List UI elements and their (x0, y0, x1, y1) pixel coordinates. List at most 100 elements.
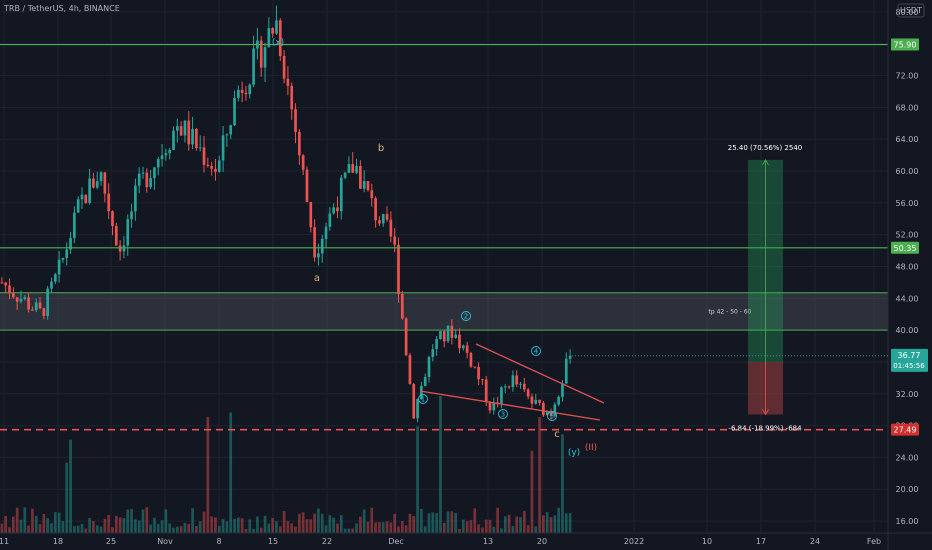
candle-body (366, 181, 370, 191)
candle-body (347, 164, 351, 173)
volume-bar (454, 512, 458, 533)
volume-bar (38, 524, 42, 533)
volume-bar (538, 417, 541, 533)
volume-bar (122, 518, 126, 533)
candle-body (324, 226, 328, 239)
candle-body (465, 345, 469, 353)
candle-body (545, 411, 549, 416)
volume-bar (114, 515, 118, 533)
candle-body (31, 309, 34, 311)
candle-body (271, 28, 274, 34)
volume-bar (389, 522, 393, 533)
candle-body (298, 131, 301, 156)
volume-bar (385, 521, 389, 533)
candle-body (317, 253, 320, 258)
volume-bar (313, 513, 316, 533)
candle-body (553, 404, 557, 416)
candle-body (206, 164, 210, 166)
volume-bar (256, 516, 259, 533)
volume-bar (210, 516, 213, 533)
candle-body (370, 190, 374, 199)
candle-body (53, 274, 57, 282)
grid-lines (0, 0, 888, 533)
volume-bar (233, 518, 236, 533)
candle-body (435, 339, 438, 350)
volume-bar (153, 517, 156, 533)
candle-body (515, 375, 519, 385)
candle-body (381, 214, 385, 224)
zone-note: tp 42 - 50 - 60 (709, 308, 752, 315)
volume-bar (92, 521, 95, 533)
candle-body (92, 178, 95, 188)
candle-body (160, 155, 164, 160)
candle-body (65, 249, 69, 258)
target-zone: tp 42 - 50 - 60 (0, 292, 888, 331)
x-tick-label: 17 (756, 537, 766, 546)
candle-body (294, 109, 297, 132)
candle-body (111, 211, 114, 226)
candle-body (549, 411, 553, 416)
wave-circle (531, 346, 541, 356)
y-tick-label: 52.00 (896, 231, 919, 240)
volume-bar (320, 513, 324, 533)
volume-bar (519, 517, 522, 533)
candle-body (149, 178, 152, 188)
x-tick-label: 25 (106, 537, 116, 546)
volume-bar (481, 527, 484, 533)
wave-label-w2: 2 (464, 313, 468, 321)
wave-label-y: (y) (568, 448, 580, 458)
candle-body (511, 375, 515, 388)
candle-body (73, 212, 76, 238)
candle-body (145, 172, 149, 188)
volume-bar (564, 513, 568, 533)
candle-body (195, 128, 198, 149)
position-tool[interactable]: 25.40 (70.56%) 2540 -6.84 (-18.99%) -684 (728, 144, 802, 433)
candle-body (134, 185, 137, 212)
volume-bar (229, 412, 233, 533)
y-tick-label: 20.00 (896, 485, 919, 494)
candle-body (416, 398, 419, 419)
candle-body (38, 302, 42, 309)
candle-body (393, 236, 397, 245)
volume-bar (46, 518, 50, 533)
candle-body (46, 288, 50, 316)
volume-bar (175, 526, 179, 533)
drawings[interactable]: (x) b a c (y) (II) 1 2 3 4 5 (272, 38, 605, 458)
candle-body (404, 318, 408, 356)
wave-label-w1: 1 (421, 396, 425, 404)
volume-bar (183, 522, 187, 533)
y-tick-label: 68.00 (896, 103, 919, 112)
wave-label-w4: 4 (534, 348, 539, 356)
wedge-lower-line[interactable] (419, 390, 601, 421)
volume-bar (191, 508, 194, 533)
candle-body (126, 219, 130, 246)
volume-bar (214, 517, 217, 533)
volume-bar (317, 508, 320, 533)
candle-body (481, 379, 484, 381)
volume-bar (553, 515, 557, 533)
currency-box[interactable] (897, 3, 925, 18)
candle-body (286, 78, 290, 86)
volume-bar (412, 516, 416, 533)
candle-body (275, 20, 278, 34)
wedge-upper-line[interactable] (475, 343, 605, 404)
volume-bar (343, 528, 347, 533)
y-tick-label: 64.00 (896, 135, 919, 144)
volume-bar (439, 395, 442, 533)
volume-bar (549, 517, 553, 533)
candle-body (103, 172, 107, 194)
candle-body (397, 244, 400, 294)
horizontal-levels[interactable] (0, 43, 888, 431)
candle-body (488, 402, 492, 411)
currency-label[interactable]: USDT (900, 6, 922, 15)
volume-bar (522, 510, 526, 533)
volume-bar (88, 518, 91, 533)
symbol-title[interactable]: TRB / TetherUS, 4h, BINANCE (4, 4, 120, 13)
candle-body (557, 396, 560, 405)
time-axis[interactable]: 11 18 25 Nov 8 15 22 Dec 13 20 2022 10 17 24 Feb (0, 532, 932, 546)
x-tick-label: 8 (216, 537, 221, 546)
volume-bar (404, 525, 408, 533)
wave-label-b: b (378, 143, 384, 154)
candle-body (530, 396, 534, 404)
